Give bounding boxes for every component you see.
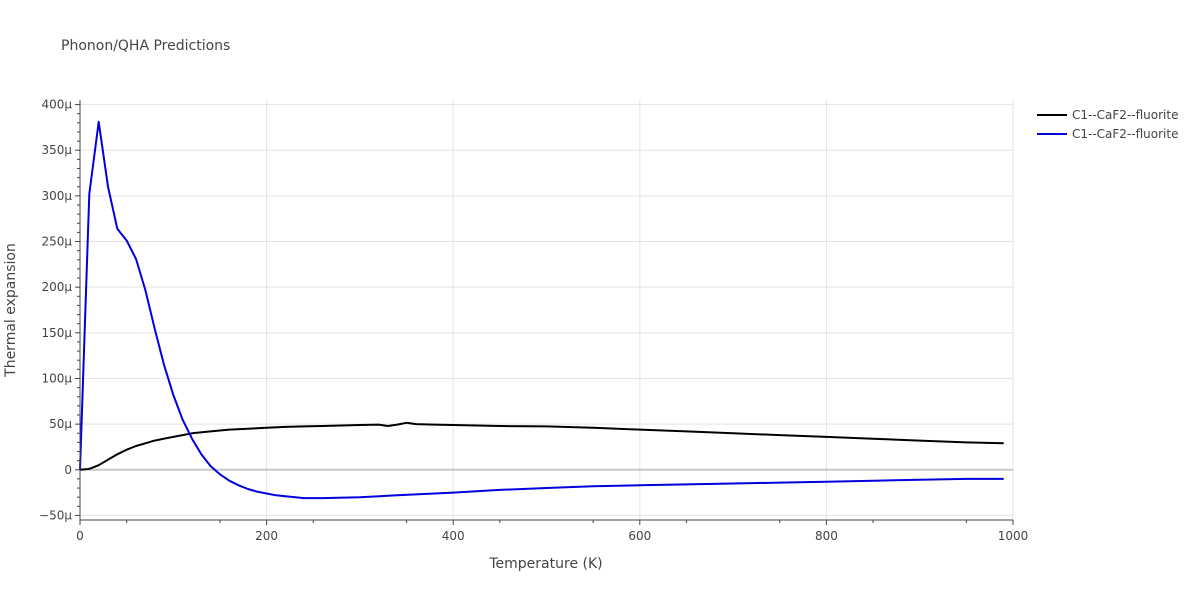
x-tick-label: 200: [255, 529, 278, 543]
series-layer: [79, 120, 1004, 500]
y-tick-label: 300μ: [41, 189, 72, 203]
legend: C1--CaF2--fluorite C1--CaF2--fluorite: [1037, 108, 1178, 141]
x-tick-label: 0: [76, 529, 84, 543]
plot-area: [79, 100, 1014, 520]
y-tick-label: 250μ: [41, 235, 72, 249]
series-line-1: [79, 421, 1004, 471]
grid-layer: [80, 100, 1014, 520]
series-line-2: [79, 120, 1004, 500]
y-tick-label: 0: [64, 463, 72, 477]
y-axis-title: Thermal expansion: [3, 243, 19, 378]
y-tick-label: 350μ: [41, 143, 72, 157]
y-tick-label: 200μ: [41, 280, 72, 294]
x-tick-label: 1000: [998, 529, 1029, 543]
x-tick-label: 600: [628, 529, 651, 543]
axes-layer: 0 200 400 600 800 1000 −50μ 0 50μ 100μ 150μ 200μ 250…: [39, 98, 1028, 543]
y-tick-label: 100μ: [41, 371, 72, 385]
y-tick-label: 400μ: [41, 98, 72, 112]
x-axis-title: Temperature (K): [488, 556, 602, 572]
x-tick-label: 400: [442, 529, 465, 543]
x-tick-label: 800: [815, 529, 838, 543]
legend-label-2: C1--CaF2--fluorite: [1072, 127, 1178, 141]
chart-title: Phonon/QHA Predictions: [61, 38, 230, 54]
y-tick-label: 50μ: [49, 417, 72, 431]
y-tick-label: 150μ: [41, 326, 72, 340]
y-tick-label: −50μ: [39, 508, 72, 522]
legend-label-1: C1--CaF2--fluorite: [1072, 108, 1178, 122]
